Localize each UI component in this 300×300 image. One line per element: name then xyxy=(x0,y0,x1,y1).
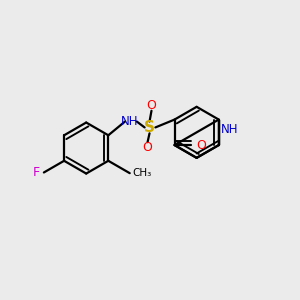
Text: O: O xyxy=(147,99,156,112)
Text: O: O xyxy=(142,141,152,154)
Text: F: F xyxy=(33,166,40,179)
Text: CH₃: CH₃ xyxy=(133,168,152,178)
Text: NH: NH xyxy=(121,115,139,128)
Text: O: O xyxy=(196,139,206,152)
Text: NH: NH xyxy=(221,124,238,136)
Text: S: S xyxy=(144,120,155,135)
